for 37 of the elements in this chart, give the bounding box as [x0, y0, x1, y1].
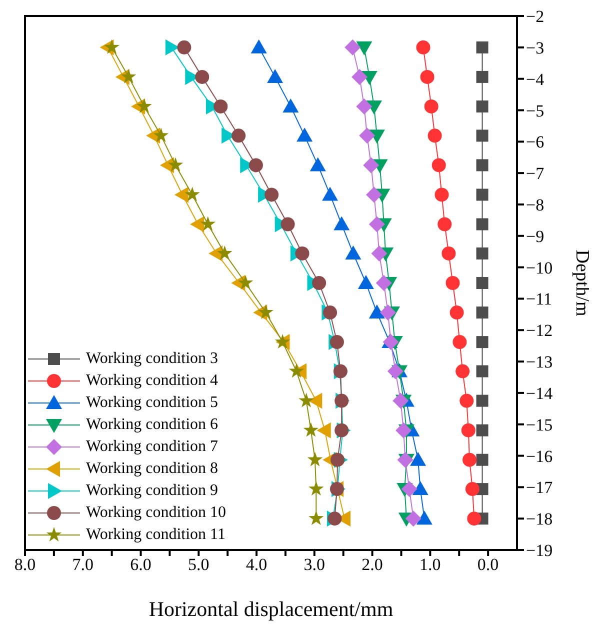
- y-tick-label: −19: [526, 541, 553, 560]
- y-tick-label: −15: [526, 415, 553, 434]
- y-tick-label: −3: [526, 38, 544, 58]
- y-tick-label: −5: [526, 101, 544, 120]
- y-tick-label: −14: [526, 384, 554, 403]
- legend-label: Working condition 11: [86, 525, 226, 545]
- x-tick-label: 5.0: [188, 555, 210, 574]
- y-tick-label: −13: [526, 352, 553, 372]
- legend-label: Working condition 7: [86, 437, 218, 457]
- legend-label: Working condition 6: [86, 415, 218, 435]
- x-tick-label: 8.0: [14, 555, 36, 574]
- y-tick-label: −9: [526, 226, 544, 246]
- y-tick-label: −4: [526, 70, 545, 89]
- legend-label: Working condition 9: [86, 481, 218, 501]
- y-tick-label: −17: [526, 478, 554, 498]
- y-tick-label: −11: [526, 290, 552, 309]
- legend-label: Working condition 4: [86, 371, 218, 391]
- y-tick-label: −8: [526, 196, 544, 215]
- x-tick-label: 2.0: [362, 555, 383, 574]
- x-tick-label: 4.0: [246, 555, 268, 574]
- x-tick-label: 7.0: [72, 555, 94, 574]
- y-tick-label: −18: [526, 510, 553, 529]
- x-tick-label: 0.0: [477, 555, 499, 574]
- legend-label: Working condition 10: [86, 503, 226, 523]
- legend-label: Working condition 5: [86, 393, 218, 413]
- y-tick-label: −16: [526, 446, 553, 466]
- y-tick-label: −2: [526, 7, 544, 26]
- y-tick-label: −10: [526, 258, 553, 278]
- y-tick-label: −7: [526, 164, 545, 184]
- x-tick-label: 6.0: [130, 555, 152, 574]
- x-axis-title: Horizontal displacement/mm: [148, 597, 394, 621]
- y-tick-label: −12: [526, 321, 553, 340]
- y-tick-label: −6: [526, 132, 544, 152]
- legend-label: Working condition 3: [86, 349, 218, 369]
- legend-label: Working condition 8: [86, 459, 218, 479]
- x-tick-label: 3.0: [304, 555, 326, 574]
- x-tick-label: 1.0: [420, 555, 441, 574]
